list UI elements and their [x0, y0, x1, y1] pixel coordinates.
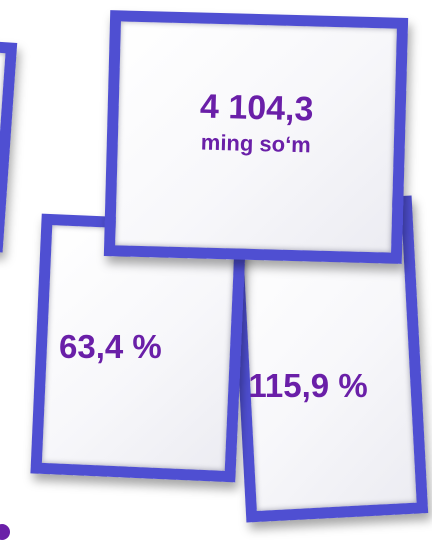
- percent-right-value: 115,9 %: [248, 367, 368, 405]
- corner-dot-shape: [0, 524, 10, 540]
- amount-unit: ming so‘m: [200, 129, 312, 158]
- photo-frame-top: 4 104,3 ming so‘m: [103, 10, 409, 264]
- percent-left-value: 63,4 %: [59, 327, 162, 365]
- partial-photo-frame: [0, 37, 18, 253]
- amount-value: 4 104,3: [199, 87, 314, 129]
